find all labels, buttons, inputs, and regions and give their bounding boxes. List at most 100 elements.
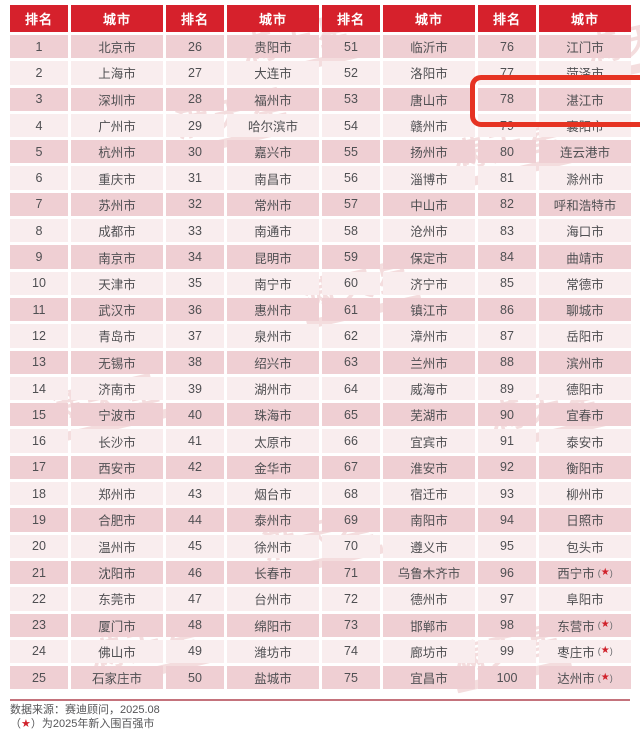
rank-cell: 31 <box>166 166 224 190</box>
new-entry-star: (★) <box>597 645 613 657</box>
city-cell: 襄阳市 <box>539 113 631 138</box>
city-name: 惠州市 <box>254 304 292 319</box>
city-name: 太原市 <box>254 435 292 450</box>
city-cell: 泰州市 <box>227 508 319 532</box>
city-name: 临沂市 <box>410 41 448 56</box>
city-name: 呼和浩特市 <box>553 198 617 213</box>
rank-cell: 22 <box>10 587 68 611</box>
city-name: 绍兴市 <box>254 356 292 371</box>
rank-cell: 26 <box>166 35 224 59</box>
rank-cell: 28 <box>166 87 224 111</box>
city-name: 深圳市 <box>98 93 136 108</box>
data-source-note: 数据来源：赛迪顾问，2025.08 <box>10 704 160 716</box>
city-cell: 广州市 <box>71 113 163 138</box>
rank-cell: 3 <box>10 87 68 111</box>
rank-cell: 67 <box>322 455 380 480</box>
city-name: 北京市 <box>98 41 136 56</box>
city-name: 常州市 <box>254 198 292 213</box>
city-name: 德阳市 <box>566 383 604 397</box>
city-cell: 无锡市 <box>71 350 163 374</box>
star-icon: ★ <box>21 718 31 730</box>
rank-header: 排名 <box>166 5 224 32</box>
city-cell: 长春市 <box>227 560 319 585</box>
rank-cell: 27 <box>166 61 224 85</box>
rank-cell: 59 <box>322 245 380 269</box>
rank-cell: 34 <box>166 245 224 269</box>
city-cell: 包头市 <box>539 534 631 558</box>
city-name: 西安市 <box>98 461 136 476</box>
rank-cell: 92 <box>478 455 536 480</box>
rank-cell: 44 <box>166 508 224 532</box>
rank-cell: 90 <box>478 403 536 427</box>
rank-cell: 81 <box>478 166 536 190</box>
city-name: 东莞市 <box>98 593 136 608</box>
rank-cell: 77 <box>478 61 536 85</box>
city-cell: 乌鲁木齐市 <box>383 560 475 585</box>
city-name: 淮安市 <box>410 461 448 476</box>
city-cell: 南阳市 <box>383 508 475 532</box>
city-name: 德州市 <box>410 593 448 608</box>
city-cell: 嘉兴市 <box>227 140 319 164</box>
rank-cell: 1 <box>10 35 68 59</box>
rank-cell: 86 <box>478 297 536 322</box>
city-cell: 台州市 <box>227 587 319 611</box>
city-name: 乌鲁木齐市 <box>397 567 461 582</box>
rank-cell: 8 <box>10 219 68 243</box>
city-name: 曲靖市 <box>566 251 604 266</box>
city-name: 连云港市 <box>559 146 610 161</box>
city-name: 金华市 <box>254 461 292 476</box>
rank-cell: 39 <box>166 376 224 401</box>
city-cell: 济南市 <box>71 376 163 401</box>
city-name: 湛江市 <box>566 93 604 108</box>
rank-cell: 74 <box>322 639 380 664</box>
city-name: 宜宾市 <box>410 435 448 450</box>
city-cell: 日照市 <box>539 508 631 532</box>
city-name: 常德市 <box>566 277 604 292</box>
city-name: 苏州市 <box>98 198 136 213</box>
city-cell: 邯郸市 <box>383 613 475 637</box>
footer: 数据来源：赛迪顾问，2025.08 （★）为2025年新入围百强市 <box>10 703 630 731</box>
rank-cell: 64 <box>322 376 380 401</box>
city-cell: 珠海市 <box>227 403 319 427</box>
new-entry-star: (★) <box>597 671 613 683</box>
city-name: 成都市 <box>98 225 136 240</box>
city-name: 青岛市 <box>98 330 136 345</box>
city-name: 绵阳市 <box>254 619 292 634</box>
city-cell: 青岛市 <box>71 324 163 348</box>
city-name: 淄博市 <box>410 172 448 187</box>
city-cell: 临沂市 <box>383 35 475 59</box>
city-name: 沈阳市 <box>98 567 136 582</box>
city-name: 兰州市 <box>410 356 448 371</box>
city-header: 城市 <box>383 5 475 32</box>
rank-cell: 49 <box>166 639 224 664</box>
city-name: 宁波市 <box>98 409 136 424</box>
city-cell: 柳州市 <box>539 482 631 506</box>
city-cell: 东营市(★) <box>539 613 631 637</box>
rank-cell: 20 <box>10 534 68 558</box>
city-name: 遵义市 <box>410 540 448 555</box>
city-cell: 德州市 <box>383 587 475 611</box>
city-cell: 淄博市 <box>383 166 475 190</box>
city-cell: 连云港市 <box>539 140 631 164</box>
city-cell: 北京市 <box>71 35 163 59</box>
city-name: 西宁市 <box>557 567 595 582</box>
city-cell: 德阳市 <box>539 376 631 401</box>
city-cell: 南宁市 <box>227 271 319 295</box>
city-cell: 济宁市 <box>383 271 475 295</box>
city-name: 台州市 <box>254 593 292 608</box>
rank-cell: 97 <box>478 587 536 611</box>
city-name: 洛阳市 <box>410 67 448 82</box>
city-cell: 宁波市 <box>71 403 163 427</box>
rank-cell: 61 <box>322 297 380 322</box>
city-cell: 天津市 <box>71 271 163 295</box>
city-header: 城市 <box>539 5 631 32</box>
city-name: 岳阳市 <box>566 330 604 345</box>
city-name: 唐山市 <box>410 93 448 108</box>
city-cell: 烟台市 <box>227 482 319 506</box>
rank-cell: 63 <box>322 350 380 374</box>
city-cell: 石家庄市 <box>71 666 163 690</box>
city-header: 城市 <box>71 5 163 32</box>
city-cell: 淮安市 <box>383 455 475 480</box>
rank-cell: 40 <box>166 403 224 427</box>
rank-cell: 32 <box>166 192 224 217</box>
